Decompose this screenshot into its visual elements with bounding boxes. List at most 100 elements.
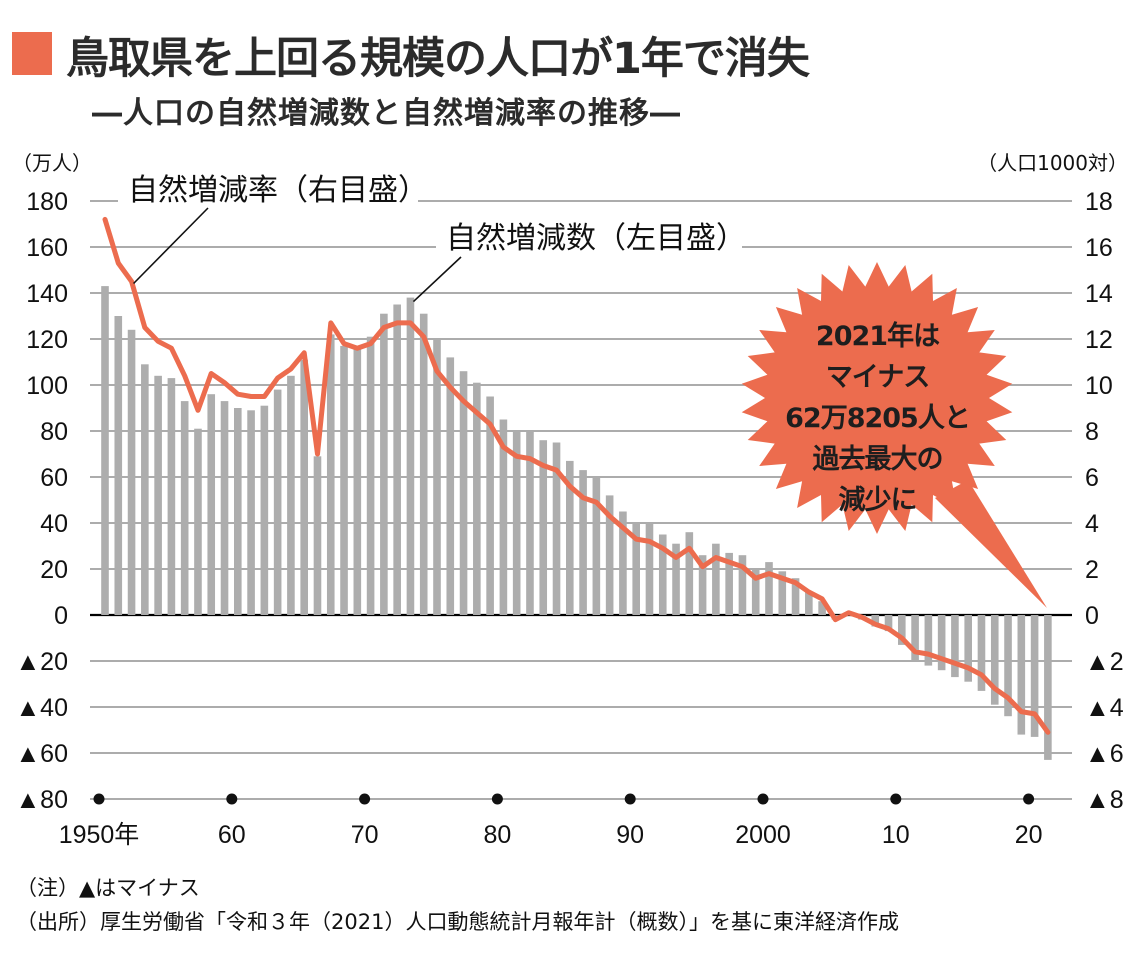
callout-pointer xyxy=(935,480,1047,608)
left-tick-label: ▲60 xyxy=(15,740,68,768)
bar xyxy=(220,401,229,615)
left-tick-label: ▲20 xyxy=(15,648,68,676)
rate-line xyxy=(102,216,1051,735)
x-tick-dot xyxy=(93,793,105,805)
bar xyxy=(898,615,906,645)
annotation-count-label: 自然増減数（左目盛） xyxy=(446,221,746,256)
bar xyxy=(154,375,162,615)
bar xyxy=(353,345,362,615)
chart-subtitle: ―人口の自然増減数と自然増減率の推移― xyxy=(92,96,681,131)
bar xyxy=(1004,615,1012,717)
x-tick-dot xyxy=(226,793,238,805)
bar xyxy=(977,615,986,691)
left-tick-label: 120 xyxy=(26,326,68,354)
bar xyxy=(260,405,269,615)
left-tick-label: 20 xyxy=(40,556,68,584)
bar xyxy=(1030,615,1039,737)
right-tick-label: 4 xyxy=(1085,510,1099,538)
bar-series xyxy=(101,286,1052,760)
bar xyxy=(167,378,176,615)
axis-labels: 180160140120100806040200▲20▲40▲60▲801816… xyxy=(12,151,1128,814)
x-tick-dot xyxy=(1023,793,1035,805)
x-tick-label: 90 xyxy=(616,821,644,849)
left-tick-label: ▲80 xyxy=(15,786,68,814)
bar xyxy=(924,615,933,666)
x-tick-label: 10 xyxy=(882,821,910,849)
callout-line: 過去最大の xyxy=(812,444,944,475)
bar xyxy=(1044,615,1052,760)
left-tick-label: 60 xyxy=(40,464,68,492)
left-tick-label: 80 xyxy=(40,418,68,446)
bar xyxy=(818,601,826,615)
chart-title: 鳥取県を上回る規模の人口が1年で消失 xyxy=(66,34,810,84)
series-annotations: 自然増減率（右目盛） 自然増減数（左目盛） xyxy=(118,168,746,303)
x-tick-dot xyxy=(491,793,503,805)
bar xyxy=(526,431,534,615)
right-tick-label: ▲4 xyxy=(1085,694,1124,722)
callout-line: 減少に xyxy=(838,485,918,516)
callout-text: 2021年は マイナス 62万8205人と 過去最大の 減少に xyxy=(760,316,995,521)
bar xyxy=(805,592,813,615)
bar xyxy=(234,408,242,615)
right-tick-label: 12 xyxy=(1085,326,1113,354)
x-tick-label: 70 xyxy=(351,821,379,849)
bar xyxy=(566,460,574,615)
bar xyxy=(751,569,760,615)
bar xyxy=(552,442,561,615)
bar xyxy=(340,345,348,615)
bar xyxy=(765,562,773,615)
bar xyxy=(499,419,508,615)
bar xyxy=(486,396,494,615)
left-tick-label: 0 xyxy=(54,602,68,630)
bar xyxy=(366,336,375,615)
x-tick-dot xyxy=(359,793,371,805)
right-tick-label: 18 xyxy=(1085,188,1113,216)
right-tick-label: ▲6 xyxy=(1085,740,1124,768)
bar xyxy=(287,375,295,615)
bar xyxy=(791,578,800,615)
bar xyxy=(964,615,972,682)
right-tick-label: ▲2 xyxy=(1085,648,1124,676)
bar xyxy=(871,615,880,627)
line-series xyxy=(102,216,1051,735)
bar xyxy=(273,389,282,615)
bar xyxy=(459,371,468,615)
annotation-bg xyxy=(118,168,418,212)
bar xyxy=(698,555,707,615)
bar xyxy=(180,401,189,615)
bar xyxy=(672,543,680,615)
bar xyxy=(658,534,667,615)
right-axis-unit: （人口1000対） xyxy=(977,151,1128,175)
x-tick-dot xyxy=(757,793,769,805)
left-tick-label: 160 xyxy=(26,234,68,262)
chart-source: （出所）厚生労働省「令和３年（2021）人口動態統計月報年計（概数）」を基に東洋… xyxy=(16,910,899,934)
left-tick-label: ▲40 xyxy=(15,694,68,722)
bar xyxy=(207,394,216,615)
right-tick-label: 10 xyxy=(1085,372,1113,400)
bar xyxy=(632,523,640,615)
bar xyxy=(990,615,999,705)
bar xyxy=(194,428,202,615)
left-axis-unit: （万人） xyxy=(12,151,92,175)
x-tick-label: 60 xyxy=(218,821,246,849)
bar xyxy=(605,495,614,615)
chart: 1950年 60 70 80 90 2000 10 20 180160140120100806… xyxy=(12,151,1128,849)
bar xyxy=(473,382,481,615)
right-tick-label: 0 xyxy=(1085,602,1099,630)
bar xyxy=(539,440,548,615)
x-axis-dots: 1950年 60 70 80 90 2000 10 20 xyxy=(59,793,1043,849)
chart-note: （注）▲はマイナス xyxy=(16,876,200,900)
right-tick-label: 14 xyxy=(1085,280,1113,308)
left-tick-label: 40 xyxy=(40,510,68,538)
callout-burst xyxy=(741,262,1047,608)
x-tick-label: 20 xyxy=(1015,821,1043,849)
bar xyxy=(406,297,415,615)
bar xyxy=(937,615,946,671)
bar xyxy=(592,477,601,615)
bar xyxy=(141,364,149,615)
left-tick-label: 180 xyxy=(26,188,68,216)
bar xyxy=(579,470,587,615)
bar xyxy=(127,329,136,615)
title-marker-square xyxy=(12,32,52,75)
bar xyxy=(645,523,654,615)
